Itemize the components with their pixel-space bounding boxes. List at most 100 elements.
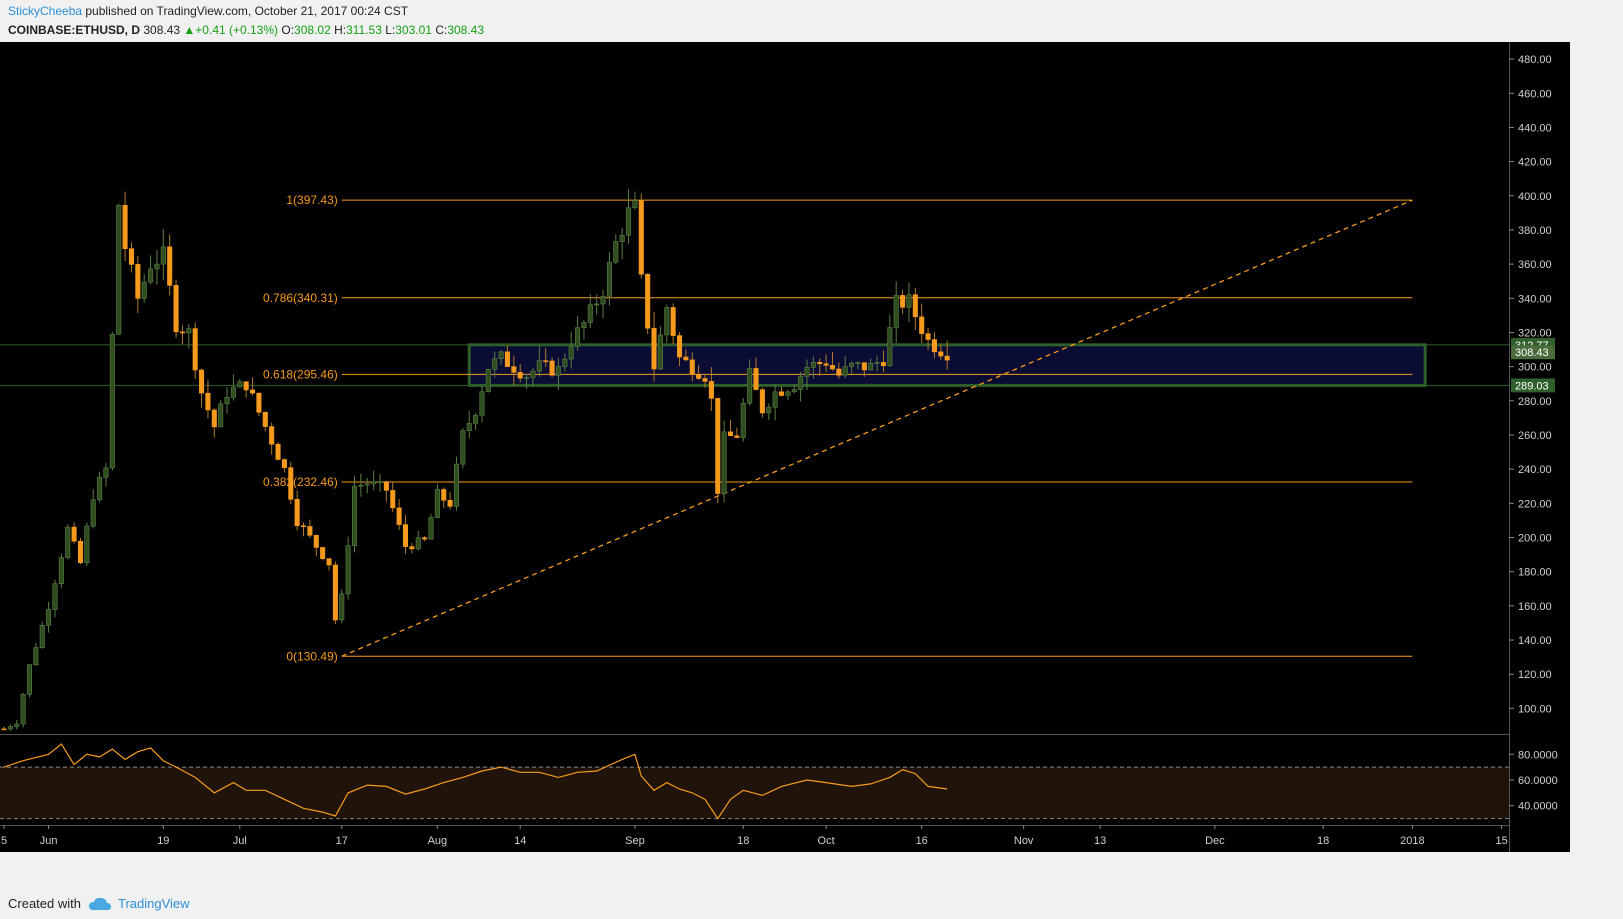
candle xyxy=(154,263,160,270)
time-tick-label: 13 xyxy=(1094,835,1106,847)
rsi-line xyxy=(3,743,948,820)
price-chart[interactable]: 1(397.43) 0.786(340.31) 0.618(295.46) 0.382… xyxy=(0,42,1623,856)
time-tick-label: 18 xyxy=(1317,835,1329,847)
candle xyxy=(778,391,785,396)
candle xyxy=(109,333,115,469)
candle xyxy=(759,389,765,414)
candle xyxy=(798,376,804,390)
time-tick-label: 5 xyxy=(1,835,7,847)
candle xyxy=(664,307,670,336)
candle xyxy=(517,372,523,379)
price-tick-label: 180.00 xyxy=(1518,567,1552,579)
candle xyxy=(568,346,574,360)
candle xyxy=(861,362,867,371)
candle xyxy=(708,381,714,399)
tradingview-brand[interactable]: TradingView xyxy=(118,896,190,911)
candle xyxy=(581,322,587,329)
candle xyxy=(747,368,753,404)
price-tick-label: 140.00 xyxy=(1518,635,1552,647)
ohlc-line: COINBASE:ETHUSD, D 308.43 ▲+0.41 (+0.13%… xyxy=(8,23,484,37)
candle xyxy=(536,360,542,372)
candle xyxy=(460,430,466,465)
candle xyxy=(307,526,313,536)
candle xyxy=(14,723,20,727)
candle xyxy=(192,328,198,371)
footer: Created with TradingView xyxy=(0,890,1623,919)
time-tick-label: 15 xyxy=(1496,835,1508,847)
candle xyxy=(141,281,147,299)
candle xyxy=(893,295,899,328)
candle xyxy=(912,294,918,318)
candle xyxy=(855,362,861,364)
fib-level-label: 0.382(232.46) xyxy=(263,475,338,489)
time-tick-label: 2018 xyxy=(1400,835,1424,847)
candle xyxy=(71,526,77,542)
candle xyxy=(84,525,90,563)
candle xyxy=(606,261,612,297)
candle xyxy=(823,363,829,366)
time-tick-label: Dec xyxy=(1205,835,1225,847)
candle xyxy=(453,463,460,507)
candle xyxy=(734,435,740,438)
candle xyxy=(900,295,906,308)
price-tick-label: 260.00 xyxy=(1518,430,1552,442)
candle xyxy=(766,406,772,414)
candle xyxy=(256,392,262,413)
candle xyxy=(77,540,84,563)
candle xyxy=(441,489,447,501)
candle xyxy=(173,285,179,333)
price-tick-label: 440.00 xyxy=(1518,122,1552,134)
candle xyxy=(428,517,434,540)
trend-line xyxy=(341,199,1413,657)
price-tick-label: 160.00 xyxy=(1518,601,1552,613)
candle xyxy=(262,411,268,427)
candle xyxy=(740,402,746,438)
candle xyxy=(836,368,842,376)
author-link[interactable]: StickyCheeba xyxy=(8,4,83,18)
candle xyxy=(613,241,619,263)
candle xyxy=(383,481,389,491)
candle xyxy=(186,328,192,334)
candle xyxy=(230,386,236,398)
candle xyxy=(116,205,122,335)
candle xyxy=(128,248,134,265)
candle xyxy=(300,525,307,528)
candle xyxy=(396,507,402,525)
candle xyxy=(371,481,377,485)
candle xyxy=(313,534,319,548)
candle xyxy=(944,355,950,361)
candle xyxy=(504,351,510,367)
candle xyxy=(702,378,708,382)
candle xyxy=(562,358,568,367)
candle xyxy=(683,356,689,361)
candle xyxy=(880,362,886,366)
fib-level-label: 0.786(340.31) xyxy=(263,291,338,305)
chart-header: StickyCheeba published on TradingView.co… xyxy=(0,0,1623,42)
candle xyxy=(447,500,453,507)
candle xyxy=(842,366,848,376)
candle xyxy=(874,362,880,364)
candle xyxy=(218,403,224,428)
candle xyxy=(530,370,536,378)
candle xyxy=(524,377,530,379)
candle xyxy=(721,431,727,494)
time-tick-label: 19 xyxy=(157,835,169,847)
candle xyxy=(575,327,581,347)
price-label-box xyxy=(1511,345,1555,360)
time-tick-label: Sep xyxy=(625,835,645,847)
tradingview-cloud-icon xyxy=(89,897,111,910)
candle xyxy=(179,331,185,334)
fib-level-label: 0.618(295.46) xyxy=(263,367,338,381)
candle xyxy=(645,273,651,329)
candle xyxy=(753,368,759,390)
candle xyxy=(39,625,45,648)
candle xyxy=(638,200,644,275)
candle xyxy=(167,246,173,286)
low-label: L: xyxy=(385,23,396,37)
candle xyxy=(492,358,498,370)
open-label: O: xyxy=(281,23,295,37)
candle xyxy=(632,200,638,209)
candle xyxy=(657,334,663,370)
candle xyxy=(294,498,300,527)
chart-area[interactable]: 1(397.43) 0.786(340.31) 0.618(295.46) 0.382… xyxy=(0,42,1623,900)
